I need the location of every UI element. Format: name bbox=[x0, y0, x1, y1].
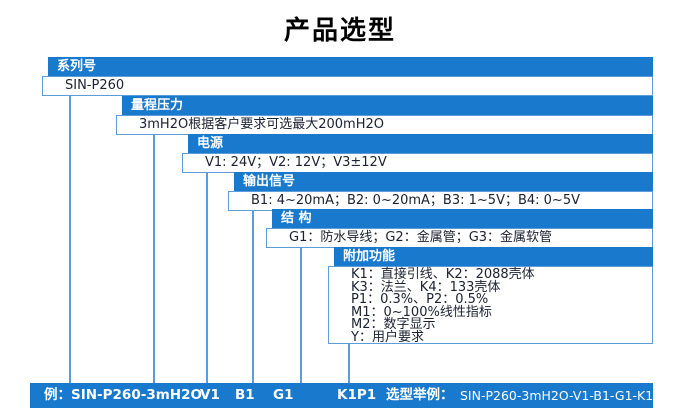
connector-line-series bbox=[69, 96, 71, 383]
page-title: 产品选型 bbox=[283, 16, 396, 46]
example-structure-code: G1 bbox=[273, 387, 294, 403]
block-series-value: SIN-P260 bbox=[42, 76, 653, 96]
block-output-signal-header: 输出信号 bbox=[234, 172, 653, 191]
block-power-header: 电源 bbox=[188, 134, 653, 153]
block-series: 系列号 SIN-P260 bbox=[42, 57, 653, 96]
additional-option-line: K3：法兰、K4：133壳体 bbox=[351, 279, 501, 295]
block-additional-functions-value: K1：直接引线、K2：2088壳体 K3：法兰、K4：133壳体 P1：0.3%… bbox=[328, 266, 653, 344]
block-range-header: 量程压力 bbox=[122, 96, 653, 115]
block-structure-value: G1：防水导线；G2：金属管；G3：金属软管 bbox=[266, 228, 653, 248]
example-power-code: V1 bbox=[200, 387, 220, 403]
example-order-bar: 例：SIN-P260-3mH2O V1 B1 G1 K1P1 选型举例： SIN… bbox=[30, 383, 673, 408]
block-power: 电源 V1: 24V；V2: 12V；V3±12V bbox=[182, 134, 653, 173]
connector-line-additional-functions bbox=[348, 344, 350, 383]
additional-option-line: P1：0.3%、P2：0.5% bbox=[351, 292, 489, 308]
block-range-value: 3mH2O根据客户要求可选最大200mH2O bbox=[116, 115, 653, 135]
block-output-signal-value: B1: 4~20mA；B2: 0~20mA；B3: 1~5V；B4: 0~5V bbox=[228, 191, 653, 211]
block-additional-functions: 附加功能 K1：直接引线、K2：2088壳体 K3：法兰、K4：133壳体 P1… bbox=[328, 247, 653, 344]
connector-line-structure bbox=[300, 248, 302, 383]
additional-option-line: Y：用户要求 bbox=[351, 329, 424, 345]
block-series-header: 系列号 bbox=[48, 57, 653, 76]
connector-line-power bbox=[206, 173, 208, 383]
block-structure: 结 构 G1：防水导线；G2：金属管；G3：金属软管 bbox=[266, 209, 653, 248]
example-prefix: 例：SIN-P260-3mH2O bbox=[44, 387, 202, 403]
example-output-code: B1 bbox=[235, 387, 255, 403]
block-power-value: V1: 24V；V2: 12V；V3±12V bbox=[182, 153, 653, 173]
block-additional-functions-header: 附加功能 bbox=[334, 247, 653, 266]
additional-option-line: K1：直接引线、K2：2088壳体 bbox=[351, 267, 535, 282]
example-full-code: SIN-P260-3mH2O-V1-B1-G1-K1-P1 bbox=[460, 388, 674, 403]
block-range: 量程压力 3mH2O根据客户要求可选最大200mH2O bbox=[116, 96, 653, 135]
block-output-signal: 输出信号 B1: 4~20mA；B2: 0~20mA；B3: 1~5V；B4: … bbox=[228, 172, 653, 211]
example-selection-label: 选型举例： bbox=[386, 387, 454, 403]
example-extra-code: K1P1 bbox=[337, 387, 377, 403]
connector-line-range bbox=[153, 135, 155, 383]
additional-option-line: M1：0~100%线性指标 bbox=[351, 304, 492, 320]
block-structure-header: 结 构 bbox=[272, 209, 653, 228]
additional-option-line: M2：数字显示 bbox=[351, 317, 436, 333]
connector-line-output-signal bbox=[252, 211, 254, 383]
